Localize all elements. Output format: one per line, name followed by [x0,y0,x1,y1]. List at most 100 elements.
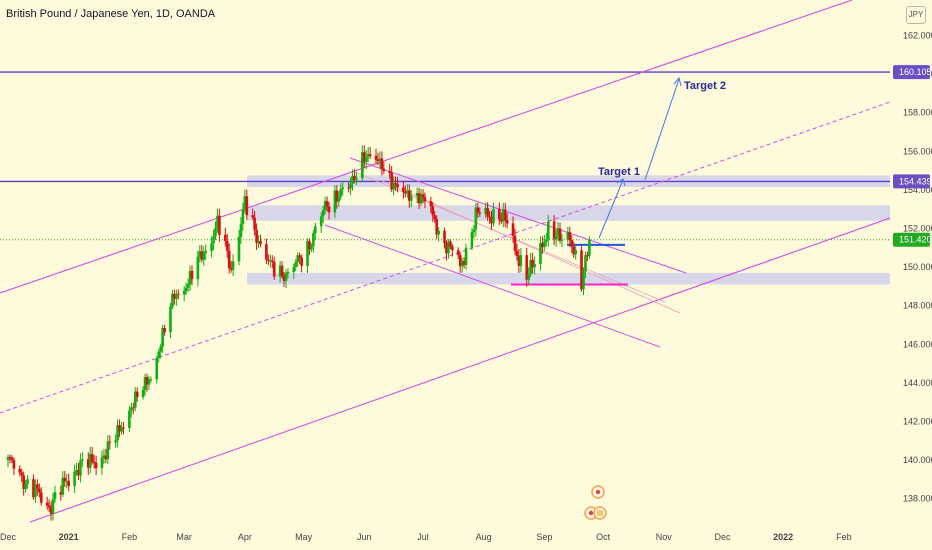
candle [18,465,22,477]
candle-body [582,271,585,290]
candle-body [88,454,92,468]
candle-body [32,479,35,498]
candle [402,180,405,199]
candle [353,169,356,184]
candle-body [462,261,466,265]
candle [552,215,556,245]
candle-body [484,208,487,214]
candle [120,421,123,435]
candle-body [406,190,409,194]
candle [188,265,192,291]
candle-body [376,159,380,162]
candle-body [200,251,204,260]
candle-body [337,196,341,202]
x-tick-label: Sep [536,532,552,542]
candle-body [75,469,78,472]
candle [327,201,331,220]
candle [351,169,354,191]
candle-body [26,479,29,484]
candle-body [20,472,24,476]
candle [486,202,489,221]
candle-body [182,290,186,295]
candle [163,324,166,336]
candle [253,210,256,236]
candle-body [347,187,350,189]
candle [231,254,235,277]
candle-body [100,457,104,469]
y-tick-label: 142.000 [903,417,932,427]
candle-body [335,190,339,202]
candle-body [186,283,190,288]
candle-body [515,250,519,257]
candle-body [92,462,96,464]
candle [118,419,121,438]
candle [32,474,35,500]
candle [376,152,380,166]
candle-body [255,229,258,243]
x-tick-label: Dec [0,532,16,542]
candle-body [6,456,10,461]
candle-body [73,471,76,487]
candle [374,148,378,165]
candle [75,462,78,476]
currency-badge[interactable]: JPY [906,6,926,24]
candle [572,241,576,258]
candle [255,223,258,250]
candle-body [108,441,112,443]
candle [116,419,119,448]
candle [396,177,399,193]
candle-body [437,230,440,235]
candle-body [53,492,57,500]
y-tick-label: 162.000 [903,31,932,41]
candle-body [225,240,229,251]
candle [533,256,536,275]
candle-body [284,273,288,281]
candle-body [45,502,49,506]
candle-body [323,201,327,211]
candle [175,289,178,306]
candle [349,177,352,196]
candle [310,243,313,253]
candle [488,210,491,224]
candle [586,251,589,262]
candle-body [218,215,221,235]
candle-body [380,158,384,169]
candle-body [349,183,352,189]
candle [135,387,139,403]
candle [73,464,76,493]
desc-channel-lower-line [324,224,661,348]
candle [499,212,503,224]
candle-body [67,480,70,487]
candle-body [580,250,583,290]
candle-body [94,462,98,469]
candle [515,243,519,261]
y-tick-label: 154.000 [903,185,932,195]
candle [86,452,90,475]
candle [407,184,411,208]
candle [347,181,350,193]
candle [130,402,133,418]
candle-body [588,239,591,256]
candle-body [81,459,84,461]
candle [380,151,384,176]
candle-body [251,215,254,218]
candle-body [382,168,386,171]
candle-body [421,194,425,198]
candle-body [366,154,370,157]
candle [49,501,53,521]
candle-body [229,268,233,270]
candle [245,189,249,221]
candle-body [294,262,298,267]
candle-body [198,251,202,257]
candle-body [38,488,41,493]
candle [394,176,397,191]
candle-body [435,219,438,235]
candle [20,468,24,483]
candle-body [227,250,231,269]
candle [364,149,368,170]
event-marker-dot-icon [595,489,601,495]
candle-body [149,379,153,381]
candle-body [243,196,247,210]
candle [128,405,131,432]
